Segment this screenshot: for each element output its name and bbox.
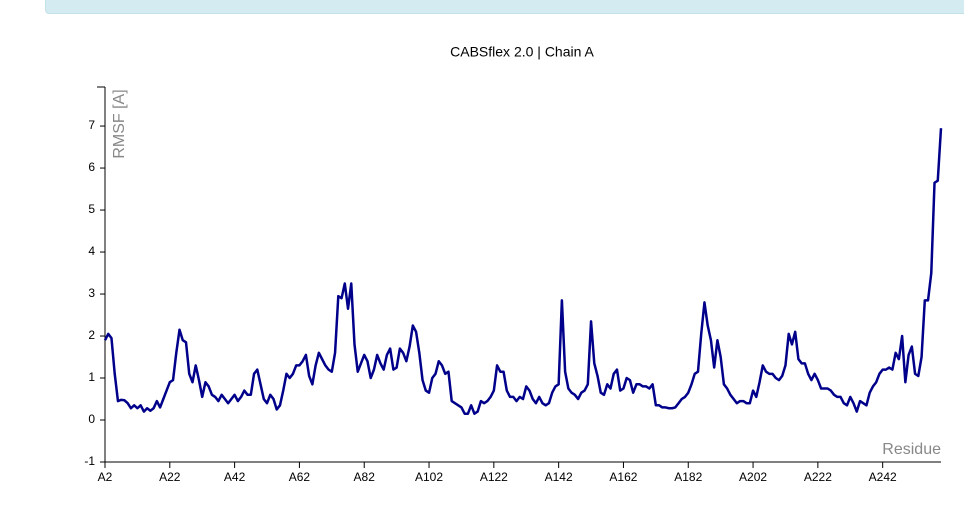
y-tick-label: 1	[88, 370, 95, 384]
x-tick-label: A102	[415, 470, 443, 484]
y-tick-label: 2	[88, 328, 95, 342]
y-tick-label: -1	[84, 454, 95, 468]
y-tick-label: 6	[88, 160, 95, 174]
x-tick-label: A242	[869, 470, 897, 484]
x-tick-label: A162	[609, 470, 637, 484]
y-tick-label: 4	[88, 244, 95, 258]
x-axis-label: Residue	[882, 441, 941, 458]
x-tick-label: A42	[224, 470, 246, 484]
x-tick-label: A62	[289, 470, 311, 484]
y-tick-label: 5	[88, 202, 95, 216]
x-tick-label: A22	[159, 470, 181, 484]
y-tick-label: 3	[88, 286, 95, 300]
chart-title: CABSflex 2.0 | Chain A	[450, 44, 594, 60]
x-tick-label: A2	[98, 470, 113, 484]
x-tick-label: A142	[545, 470, 573, 484]
y-tick-label: 7	[88, 118, 95, 132]
x-tick-label: A222	[804, 470, 832, 484]
x-tick-label: A122	[480, 470, 508, 484]
x-tick-label: A82	[354, 470, 376, 484]
x-tick-label: A202	[739, 470, 767, 484]
top-banner	[45, 0, 964, 14]
y-tick-label: 0	[88, 412, 95, 426]
x-tick-label: A182	[674, 470, 702, 484]
y-axis-label: RMSF [A]	[111, 89, 128, 158]
data-line	[103, 128, 943, 415]
